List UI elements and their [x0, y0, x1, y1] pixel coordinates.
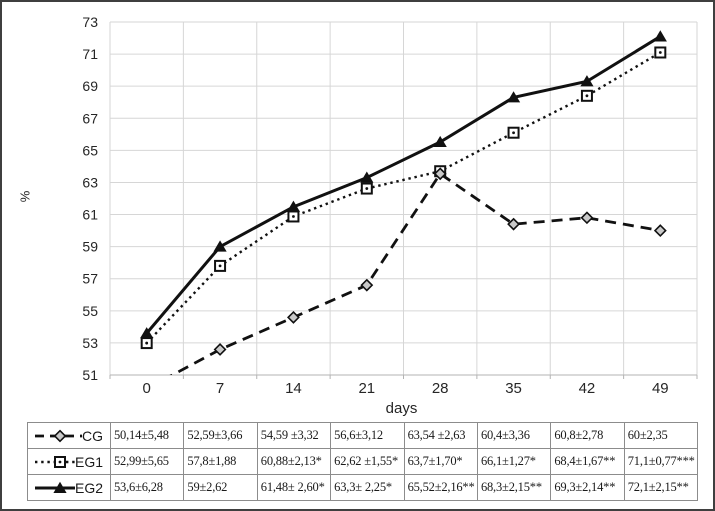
- triangle-marker: [506, 91, 521, 103]
- table-cell-cg: 50,14±5,48: [111, 423, 185, 449]
- table-cell-eg1: 62,62 ±1,55*: [331, 449, 405, 475]
- triangle-marker: [580, 75, 594, 87]
- table-cell-eg1: 52,99±5,65: [111, 449, 185, 475]
- legend-cell-eg2: EG2: [28, 475, 111, 501]
- triangle-marker: [213, 240, 227, 252]
- square-marker-dot: [145, 341, 149, 345]
- x-tick-label: 49: [652, 380, 669, 397]
- series-line-eg2: [145, 35, 662, 335]
- legend-label-eg1: EG1: [74, 453, 103, 470]
- legend-eg2-marker-icon: [35, 481, 75, 493]
- table-cell-cg: 54,59 ±3,32: [257, 423, 332, 449]
- table-cell-eg1: 63,7±1,70*: [404, 449, 478, 475]
- y-tick-label: 69: [82, 78, 98, 94]
- legend-cg-marker-icon: [35, 429, 82, 442]
- table-cell-eg2: 63,3± 2,25*: [331, 475, 405, 501]
- data-table: CG 50,14±5,48 52,59±3,66 54,59 ±3,32 56,6±3,…: [27, 422, 699, 501]
- triangle-marker: [53, 481, 67, 493]
- triangle-marker: [140, 327, 154, 339]
- square-marker-dot: [292, 215, 295, 218]
- y-tick-label: 59: [82, 239, 98, 255]
- triangle-marker: [653, 30, 667, 42]
- table-cell-eg1: 68,4±1,67**: [551, 449, 625, 475]
- table-cell-eg2: 53,6±6,28: [111, 475, 185, 501]
- series-line-eg1: [145, 51, 661, 344]
- diamond-marker: [580, 211, 594, 225]
- series-line-cg: [169, 171, 661, 375]
- square-marker-dot: [58, 460, 62, 463]
- diamond-marker: [507, 217, 520, 231]
- square-marker-dot: [658, 51, 662, 54]
- table-cell-eg1: 71,1±0,77***: [624, 449, 699, 475]
- y-tick-label: 63: [82, 174, 98, 190]
- series-markers-cg: [213, 167, 667, 356]
- line-chart: 0 7 14 21 28 35 42 49 51 53 55 57 59 61 63 65 67 69 71 73: [82, 14, 698, 397]
- table-cell-cg: 60,8±2,78: [551, 423, 625, 449]
- diamond-marker: [360, 278, 374, 292]
- table-cell-eg2: 59±2,62: [184, 475, 258, 501]
- diamond-marker: [213, 343, 227, 356]
- table-cell-cg: 56,6±3,12: [331, 423, 405, 449]
- y-tick-label: 73: [82, 14, 98, 30]
- diamond-marker: [53, 429, 67, 442]
- table-cell-eg1: 60,88±2,13*: [257, 449, 332, 475]
- diamond-marker: [433, 167, 447, 181]
- legend-eg1-marker-icon: [35, 455, 75, 468]
- diamond-marker: [653, 224, 667, 238]
- x-tick-label: 7: [216, 380, 224, 397]
- square-marker-dot: [218, 264, 222, 268]
- square-marker-dot: [512, 131, 515, 135]
- y-tick-label: 51: [82, 367, 98, 383]
- x-tick-label: 0: [143, 380, 151, 397]
- legend-cell-cg: CG: [28, 423, 111, 449]
- x-tick-label: 28: [432, 380, 449, 397]
- table-cell-cg: 60,4±3,36: [477, 423, 552, 449]
- gridlines: [109, 21, 698, 376]
- y-tick-label: 71: [82, 46, 98, 62]
- y-tick-label: 55: [82, 303, 98, 319]
- x-axis-ticks: [109, 375, 698, 379]
- table-cell-cg: 63,54 ±2,63: [404, 423, 478, 449]
- square-marker-dot: [365, 187, 369, 190]
- triangle-marker: [360, 171, 374, 183]
- table-cell-cg: 60±2,35: [624, 423, 699, 449]
- y-tick-label: 65: [82, 142, 98, 158]
- table-cell-eg2: 69,3±2,14**: [551, 475, 625, 501]
- table-cell-eg2: 68,3±2,15**: [477, 475, 552, 501]
- table-cell-eg2: 61,48± 2,60*: [257, 475, 332, 501]
- x-tick-label: 42: [579, 380, 596, 397]
- y-axis-labels: 51 53 55 57 59 61 63 65 67 69 71 73: [82, 14, 98, 383]
- legend-label-eg2: EG2: [74, 479, 103, 496]
- x-tick-label: 21: [358, 380, 375, 397]
- y-tick-label: 61: [82, 207, 98, 223]
- x-tick-label: 14: [285, 380, 302, 397]
- table-cell-cg: 52,59±3,66: [184, 423, 258, 449]
- y-tick-label: 53: [82, 335, 98, 351]
- x-tick-label: 35: [505, 380, 522, 397]
- series-markers-eg2: [140, 30, 667, 339]
- table-cell-eg1: 57,8±1,88: [184, 449, 258, 475]
- triangle-marker: [286, 200, 301, 212]
- y-tick-label: 57: [82, 271, 98, 287]
- table-cell-eg2: 72,1±2,15**: [624, 475, 699, 501]
- series-lines: [145, 35, 662, 375]
- table-cell-eg2: 65,52±2,16**: [404, 475, 478, 501]
- triangle-marker: [433, 135, 447, 148]
- y-tick-label: 67: [82, 110, 98, 126]
- y-axis-title: %: [17, 190, 33, 203]
- diamond-marker: [287, 310, 300, 324]
- x-axis-labels: 0 7 14 21 28 35 42 49: [143, 380, 669, 397]
- legend-label-cg: CG: [82, 427, 103, 444]
- legend-cell-eg1: EG1: [28, 449, 111, 475]
- x-axis-title: days: [385, 400, 418, 417]
- square-marker-dot: [585, 94, 589, 98]
- table-cell-eg1: 66,1±1,27*: [477, 449, 552, 475]
